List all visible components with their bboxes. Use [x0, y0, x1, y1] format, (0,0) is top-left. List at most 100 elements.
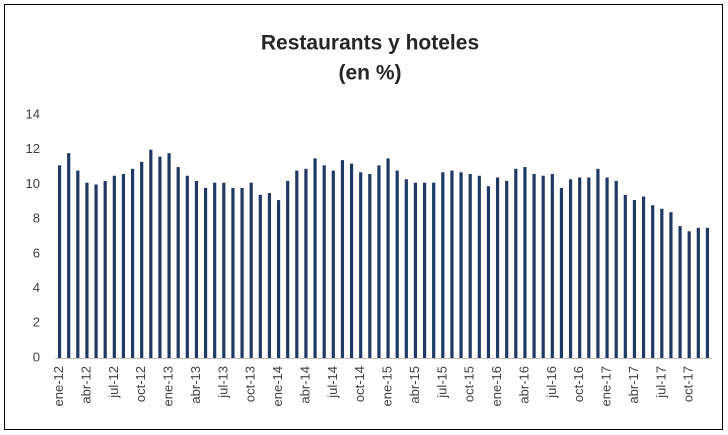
bar: [395, 170, 399, 358]
bar: [349, 163, 354, 358]
bar: [550, 174, 554, 358]
x-tick-label: ene-12: [51, 366, 66, 406]
bar: [632, 200, 637, 358]
x-tick-label: oct-14: [352, 366, 367, 402]
bar: [651, 205, 655, 358]
bar: [368, 174, 372, 358]
bar: [578, 177, 582, 358]
bar: [121, 174, 126, 358]
x-tick-label: ene-13: [161, 366, 176, 406]
bar: [605, 177, 609, 358]
bar: [85, 182, 89, 358]
x-tick-label: jul-13: [215, 366, 230, 399]
bar: [231, 187, 235, 358]
bar: [222, 182, 226, 358]
bar: [541, 175, 545, 358]
bar: [322, 165, 326, 358]
bar: [422, 182, 427, 358]
y-tick-label: 2: [33, 315, 40, 330]
bar: [669, 212, 673, 358]
bar: [313, 158, 317, 358]
y-tick-label: 6: [33, 245, 40, 260]
bar: [505, 180, 509, 358]
bar: [340, 160, 345, 358]
bar: [67, 153, 71, 358]
bar: [359, 172, 363, 358]
bar: [413, 182, 418, 358]
bar: [304, 168, 308, 358]
bar: [459, 172, 463, 358]
x-tick-label: ene-15: [380, 366, 395, 406]
bar: [477, 175, 481, 358]
y-tick-label: 14: [26, 106, 40, 121]
bar: [167, 153, 171, 358]
bar: [149, 149, 153, 358]
bar: [130, 168, 135, 358]
bar: [678, 226, 682, 358]
bar: [404, 179, 408, 358]
bar: [203, 187, 208, 358]
bar: [158, 156, 162, 358]
bar: [660, 208, 664, 358]
bar: [258, 194, 262, 358]
chart-subtitle: (en %): [339, 62, 402, 85]
y-tick-label: 10: [26, 176, 40, 191]
x-tick-label: jul-17: [653, 366, 668, 399]
y-tick-label: 8: [33, 211, 40, 226]
bar: [94, 184, 98, 358]
x-tick-label: abr-13: [188, 366, 203, 404]
x-tick-label: abr-15: [407, 366, 422, 404]
bar: [450, 170, 454, 358]
x-tick-label: ene-14: [270, 366, 285, 406]
x-tick-label: abr-16: [516, 366, 531, 404]
bar: [687, 231, 691, 358]
bar: [641, 196, 646, 358]
x-tick-label: oct-13: [243, 366, 258, 402]
bar: [468, 174, 472, 358]
bar: [696, 227, 700, 358]
x-tick-label: jul-14: [325, 366, 340, 399]
x-tick-label: oct-16: [571, 366, 586, 402]
bar: [249, 182, 253, 358]
bar: [623, 194, 627, 358]
y-tick-label: 4: [33, 280, 40, 295]
bar: [377, 165, 381, 358]
x-tick-label: jul-15: [434, 366, 449, 399]
bar: [523, 167, 527, 358]
bar: [441, 172, 445, 358]
x-tick-label: abr-12: [78, 366, 93, 404]
bar: [213, 182, 217, 358]
x-tick-label: oct-17: [681, 366, 696, 402]
bar: [240, 187, 244, 358]
chart-title: Restaurants y hoteles: [261, 32, 479, 55]
bar: [559, 187, 564, 358]
x-tick-label: jul-12: [106, 366, 121, 399]
bar: [432, 182, 436, 358]
bar: [295, 170, 299, 358]
bar: [587, 177, 591, 358]
bar: [568, 179, 573, 358]
bar: [514, 168, 518, 358]
x-tick-label: abr-14: [297, 366, 312, 404]
x-tick-label: oct-15: [462, 366, 477, 402]
bar: [276, 200, 281, 358]
y-tick-label: 0: [33, 349, 40, 364]
bar: [112, 175, 116, 358]
bar: [286, 180, 290, 358]
bar: [140, 161, 144, 358]
x-tick-label: jul-16: [544, 366, 559, 399]
bar: [76, 170, 80, 358]
bar: [614, 180, 618, 358]
bar: [386, 158, 390, 358]
bar: [176, 167, 180, 358]
x-tick-label: ene-17: [599, 366, 614, 406]
x-tick-label: oct-12: [133, 366, 148, 402]
bar: [57, 165, 62, 358]
x-tick-label: ene-16: [489, 366, 504, 406]
bar: [194, 180, 199, 358]
bar: [596, 168, 600, 358]
bar: [103, 180, 107, 358]
bar: [486, 186, 491, 358]
x-tick-label: abr-17: [626, 366, 641, 404]
